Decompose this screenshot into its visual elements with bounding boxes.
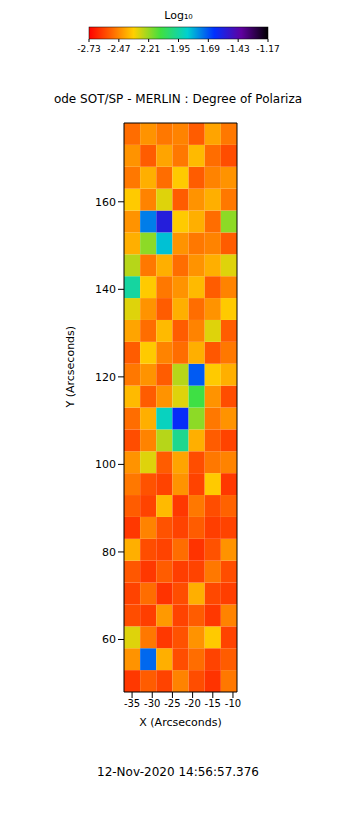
- svg-text:120: 120: [95, 371, 116, 384]
- svg-text:-10: -10: [225, 698, 241, 709]
- svg-text:-2.21: -2.21: [137, 44, 160, 54]
- svg-text:-30: -30: [144, 698, 160, 709]
- svg-text:-2.73: -2.73: [77, 44, 100, 54]
- svg-text:-1.17: -1.17: [256, 44, 279, 54]
- svg-text:160: 160: [95, 196, 116, 209]
- svg-text:-1.69: -1.69: [197, 44, 221, 54]
- svg-text:100: 100: [95, 458, 116, 471]
- svg-text:140: 140: [95, 283, 116, 296]
- svg-text:X (Arcseconds): X (Arcseconds): [139, 716, 221, 729]
- svg-text:-20: -20: [184, 698, 200, 709]
- svg-text:Y (Arcseconds): Y (Arcseconds): [64, 326, 77, 409]
- svg-text:-1.43: -1.43: [227, 44, 250, 54]
- svg-text:80: 80: [102, 546, 116, 559]
- svg-text:-15: -15: [205, 698, 221, 709]
- svg-text:-1.95: -1.95: [167, 44, 190, 54]
- svg-text:60: 60: [102, 633, 116, 646]
- svg-text:-35: -35: [124, 698, 140, 709]
- svg-text:Log₁₀: Log₁₀: [164, 9, 193, 22]
- svg-text:-25: -25: [164, 698, 180, 709]
- svg-text:ode SOT/SP - MERLIN : Degree o: ode SOT/SP - MERLIN : Degree of Polariza: [54, 92, 302, 106]
- svg-text:12-Nov-2020 14:56:57.376: 12-Nov-2020 14:56:57.376: [97, 765, 259, 779]
- svg-text:-2.47: -2.47: [107, 44, 130, 54]
